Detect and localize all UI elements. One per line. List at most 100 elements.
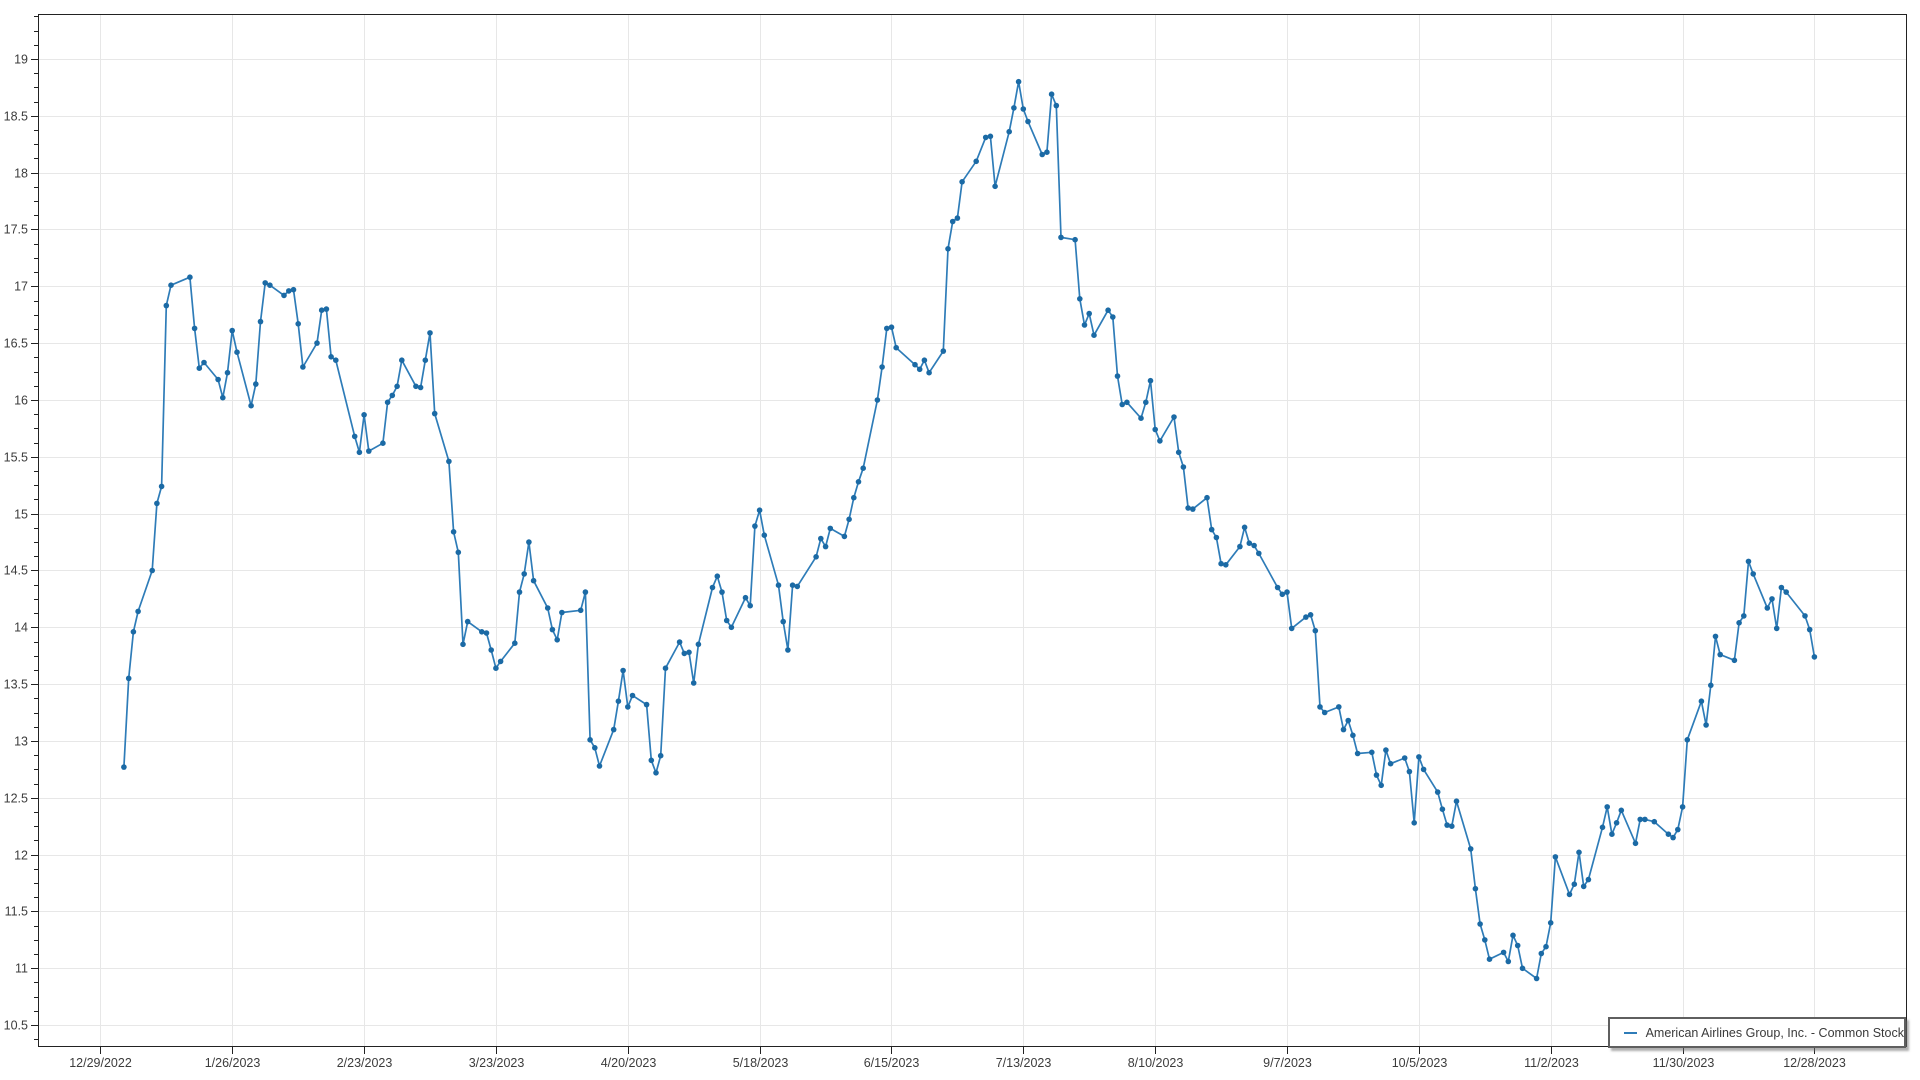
data-point-marker xyxy=(220,394,226,401)
data-point-marker xyxy=(431,410,438,417)
data-point-marker xyxy=(1750,571,1756,577)
data-point-marker xyxy=(1708,682,1714,689)
data-point-marker xyxy=(229,327,235,334)
data-point-marker xyxy=(483,630,490,636)
x-axis-label: 3/23/2023 xyxy=(469,1056,525,1070)
data-point-marker xyxy=(653,770,659,776)
data-point-marker xyxy=(530,577,537,584)
data-point-marker xyxy=(888,324,895,331)
data-point-marker xyxy=(1618,807,1625,814)
y-axis-label: 10.5 xyxy=(4,1019,28,1033)
data-point-marker xyxy=(1288,625,1295,632)
data-point-marker xyxy=(926,369,932,376)
data-point-marker xyxy=(1387,760,1394,767)
data-point-marker xyxy=(1741,613,1747,619)
data-point-marker xyxy=(1213,534,1220,541)
data-point-marker xyxy=(1015,78,1022,85)
data-point-marker xyxy=(874,397,881,403)
data-point-marker xyxy=(1736,620,1742,626)
x-axis-label: 12/28/2023 xyxy=(1783,1056,1846,1070)
data-point-marker xyxy=(954,215,961,221)
data-point-marker xyxy=(1543,943,1549,950)
data-point-marker xyxy=(1806,626,1813,633)
data-point-marker xyxy=(1698,698,1705,704)
data-point-marker xyxy=(300,364,306,370)
data-point-marker xyxy=(610,726,617,733)
data-point-marker xyxy=(822,543,829,550)
data-point-marker xyxy=(389,392,396,399)
y-axis-label: 16 xyxy=(14,394,28,408)
data-point-marker xyxy=(643,701,650,708)
data-point-marker xyxy=(380,440,386,447)
data-point-marker xyxy=(620,667,626,674)
data-point-marker xyxy=(394,383,400,390)
x-axis-label: 11/2/2023 xyxy=(1524,1056,1579,1070)
data-point-marker xyxy=(224,369,231,376)
data-point-marker xyxy=(187,274,193,281)
data-point-marker xyxy=(1378,782,1384,789)
data-point-marker xyxy=(827,525,834,532)
data-point-marker xyxy=(709,584,716,591)
data-point-marker xyxy=(328,354,334,360)
data-point-marker xyxy=(1675,826,1681,833)
data-point-marker xyxy=(1769,596,1775,602)
y-axis-label: 14 xyxy=(14,621,28,635)
data-point-marker xyxy=(248,402,254,409)
data-point-marker xyxy=(1533,975,1540,982)
data-point-marker xyxy=(841,533,848,540)
data-point-marker xyxy=(559,609,565,616)
data-point-marker xyxy=(1241,524,1248,531)
data-point-marker xyxy=(794,583,801,590)
data-point-marker xyxy=(1336,704,1342,710)
y-axis-label: 13.5 xyxy=(4,678,28,692)
data-point-marker xyxy=(1354,750,1361,757)
data-point-marker xyxy=(973,158,979,165)
data-point-marker xyxy=(1383,747,1389,753)
data-point-marker xyxy=(1434,789,1441,795)
data-point-marker xyxy=(267,282,273,289)
data-point-marker xyxy=(657,752,664,759)
data-point-marker xyxy=(351,433,358,440)
data-point-marker xyxy=(1143,399,1149,406)
data-point-marker xyxy=(1449,823,1455,829)
data-point-marker xyxy=(1439,806,1446,812)
data-point-marker xyxy=(1651,818,1658,825)
data-point-marker xyxy=(1717,651,1723,658)
data-point-marker xyxy=(135,608,141,615)
x-axis-label: 8/10/2023 xyxy=(1128,1056,1184,1070)
legend-series-label: American Airlines Group, Inc. - Common S… xyxy=(1645,1025,1904,1040)
data-point-marker xyxy=(361,412,367,418)
data-point-marker xyxy=(158,483,165,490)
data-point-marker xyxy=(455,549,462,556)
data-point-marker xyxy=(1303,614,1309,620)
data-point-marker xyxy=(592,745,598,751)
data-point-marker xyxy=(1350,732,1356,739)
data-point-marker xyxy=(154,500,160,507)
data-point-marker xyxy=(427,330,433,336)
data-point-marker xyxy=(1811,654,1818,660)
data-point-marker xyxy=(1420,766,1427,773)
data-point-marker xyxy=(625,704,631,710)
data-point-marker xyxy=(1246,540,1253,546)
data-point-marker xyxy=(1039,151,1045,158)
data-point-marker xyxy=(356,449,363,456)
data-point-marker xyxy=(756,507,763,513)
data-point-marker xyxy=(747,602,753,609)
y-axis-label: 12.5 xyxy=(4,792,28,806)
price-line-series xyxy=(123,80,1816,980)
x-axis-label: 5/18/2023 xyxy=(733,1056,789,1070)
data-point-marker xyxy=(945,246,951,252)
data-point-marker xyxy=(1764,605,1771,611)
data-point-marker xyxy=(780,618,786,625)
legend-box[interactable]: American Airlines Group, Inc. - Common S… xyxy=(1608,1017,1906,1048)
data-point-marker xyxy=(413,383,419,390)
data-point-marker xyxy=(1670,834,1676,841)
data-point-marker xyxy=(1637,816,1643,823)
data-point-marker xyxy=(417,384,424,391)
y-axis-label: 18.5 xyxy=(4,110,28,124)
x-axis-label: 9/7/2023 xyxy=(1263,1056,1312,1070)
data-point-marker xyxy=(921,357,928,364)
data-point-marker xyxy=(446,458,452,465)
data-point-marker xyxy=(149,567,155,574)
